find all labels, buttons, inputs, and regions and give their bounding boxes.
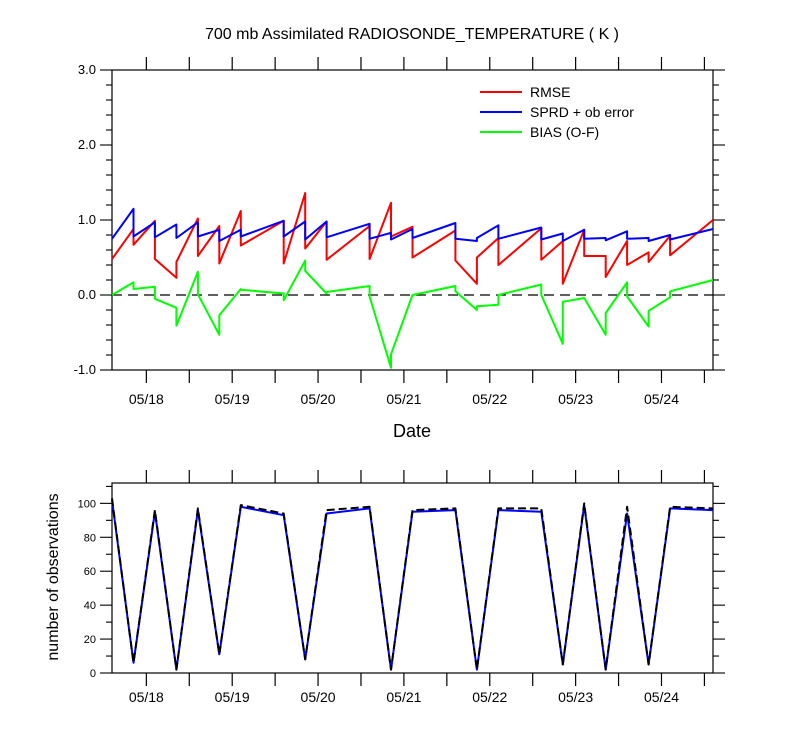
legend-label: SPRD + ob error (530, 104, 634, 120)
bottom-plot-frame (111, 482, 714, 674)
top-axis-ticks (100, 57, 725, 383)
y-tick-label: 40 (84, 600, 96, 612)
bottom-series-group (111, 498, 714, 671)
series-line-used (111, 499, 714, 671)
x-tick-label: 05/20 (301, 391, 336, 407)
top-x-tick-labels: 05/18 05/19 05/20 05/21 05/22 05/23 05/24 (129, 391, 679, 407)
legend-label: BIAS (O-F) (530, 124, 599, 140)
series-line-possible (111, 498, 714, 671)
legend: RMSE SPRD + ob error BIAS (O-F) (480, 84, 634, 140)
series-line-bias-o-f (111, 259, 714, 369)
x-tick-label: 05/18 (129, 689, 164, 705)
x-tick-label: 05/20 (301, 689, 336, 705)
legend-label: RMSE (530, 84, 570, 100)
bottom-axis-ticks (100, 470, 725, 686)
x-tick-label: 05/23 (558, 689, 593, 705)
y-tick-label: 2.0 (78, 137, 96, 152)
x-tick-label: 05/22 (472, 689, 507, 705)
x-axis-label: Date (393, 421, 431, 441)
top-y-tick-labels: -1.0 0.0 1.0 2.0 3.0 (74, 62, 96, 377)
y-tick-label: 100 (78, 498, 96, 510)
x-tick-label: 05/19 (215, 391, 250, 407)
x-tick-label: 05/23 (558, 391, 593, 407)
x-tick-label: 05/24 (644, 391, 679, 407)
y-tick-label: 0.0 (78, 287, 96, 302)
y-axis-label-observations: number of observations (45, 493, 62, 660)
top-series-group (111, 192, 714, 369)
x-tick-label: 05/22 (472, 391, 507, 407)
y-tick-label: 60 (84, 566, 96, 578)
y-tick-label: 0 (90, 668, 96, 680)
y-tick-label: 1.0 (78, 212, 96, 227)
top-plot: -1.00.01.02.03.0 05/18 05/19 05/20 05/21 05/… (74, 57, 725, 407)
y-tick-label: 80 (84, 532, 96, 544)
y-tick-label: -1.0 (74, 362, 96, 377)
chart-title: 700 mb Assimilated RADIOSONDE_TEMPERATUR… (205, 26, 619, 43)
x-tick-label: 05/21 (386, 689, 421, 705)
x-tick-label: 05/24 (644, 689, 679, 705)
bottom-y-tick-labels: 0 20 40 60 80 100 (78, 498, 96, 680)
y-tick-label: 3.0 (78, 62, 96, 77)
x-tick-label: 05/18 (129, 391, 164, 407)
x-tick-label: 05/21 (386, 391, 421, 407)
x-tick-label: 05/19 (215, 689, 250, 705)
y-tick-label: 20 (84, 634, 96, 646)
bottom-x-tick-labels: 05/18 05/19 05/20 05/21 05/22 05/23 05/24 (129, 689, 679, 705)
series-line-sprd-ob-error (111, 207, 714, 242)
